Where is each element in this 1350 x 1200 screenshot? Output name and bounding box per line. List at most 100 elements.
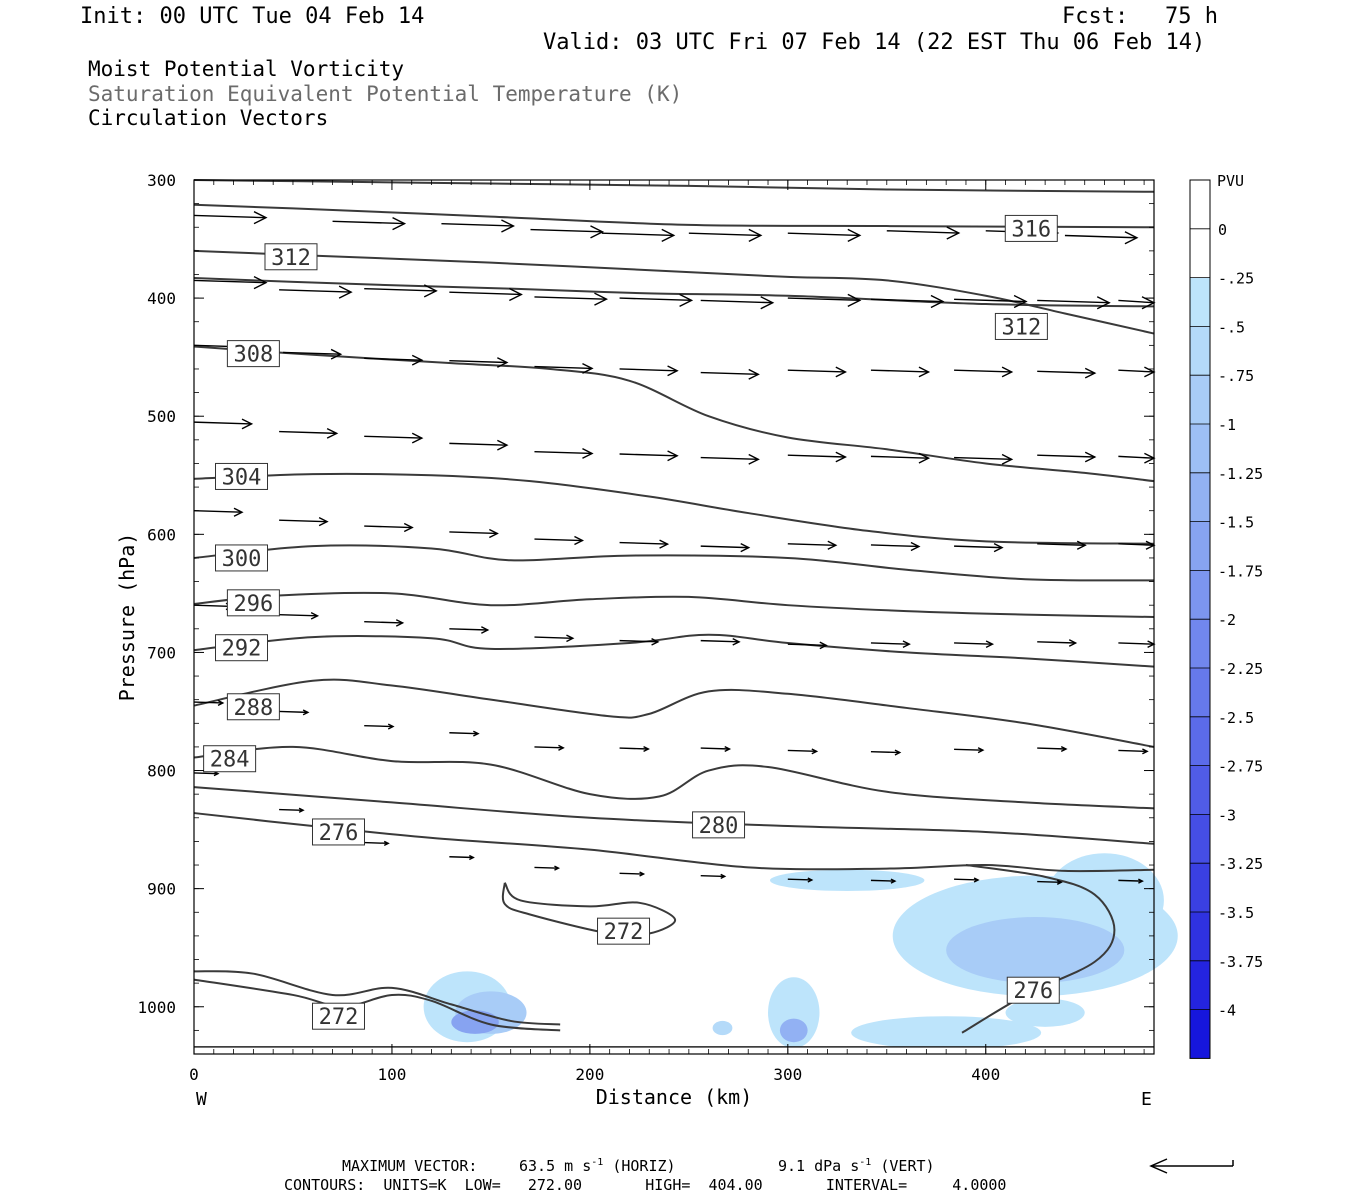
east-label: E (1141, 1089, 1152, 1110)
contour-308-4 (193, 345, 1155, 483)
contour-312-3 (193, 277, 1155, 308)
contour-292-8 (193, 633, 1155, 668)
y-tick-label-1: 400 (147, 289, 176, 308)
circulation-vector-61 (449, 626, 490, 634)
colorbar-label-4: -1 (1218, 416, 1236, 434)
y-tick-label-7: 1000 (137, 998, 176, 1017)
circulation-vector-77 (787, 748, 819, 755)
y-tick-label-6: 900 (147, 880, 176, 899)
contour-272-15 (193, 978, 561, 1032)
valid-time: Valid: 03 UTC Fri 07 Feb 14 (22 EST Thu … (543, 30, 1206, 55)
contour-label-9: 288 (234, 696, 274, 721)
circulation-vector-90 (870, 878, 897, 884)
max-vector-label: MAXIMUM VECTOR: (342, 1157, 478, 1175)
circulation-vector-63 (619, 637, 660, 646)
colorbar-unit: PVU (1217, 172, 1244, 190)
y-axis-label: Pressure (hPa) (115, 533, 139, 702)
circulation-vector-26 (534, 362, 594, 374)
contour-296-7 (193, 591, 1155, 618)
circulation-vector-25 (449, 357, 509, 368)
contour-272-13 (501, 882, 676, 937)
pv-region-7 (451, 1010, 499, 1034)
circulation-vector-64 (700, 637, 741, 646)
circulation-vector-5 (688, 228, 763, 243)
cross-section-chart: 316 312 312 308 304 300 296 292 288 284 280 276 272 2… (115, 171, 1263, 1110)
contour-label-box-11 (692, 811, 746, 839)
circulation-vector-0 (193, 211, 268, 225)
contour-info: CONTOURS: UNITS=K LOW= 272.00 HIGH= 404.… (284, 1176, 1007, 1194)
circulation-vector-56 (1037, 540, 1087, 550)
colorbar-swatch-6 (1190, 570, 1210, 620)
circulation-vector-89 (787, 877, 814, 883)
pv-region-10 (712, 1020, 733, 1036)
circulation-vector-82 (193, 771, 220, 777)
colorbar-swatch-7 (1190, 619, 1210, 668)
circulation-vector-48 (364, 522, 414, 533)
contour-label-2: 312 (271, 246, 311, 271)
colorbar-label-14: -3.5 (1218, 904, 1254, 922)
circulation-vector-72 (364, 723, 395, 730)
x-axis-label: Distance (km) (596, 1085, 753, 1109)
contour-label-8: 292 (222, 637, 262, 662)
colorbar-label-3: -.75 (1218, 367, 1254, 385)
circulation-vector-78 (870, 749, 902, 756)
circulation-vector-69 (1118, 640, 1156, 649)
circulation-vectors (193, 211, 1156, 885)
colorbar-swatch-8 (1190, 668, 1210, 717)
circulation-vector-46 (193, 507, 244, 517)
circulation-vector-86 (534, 865, 561, 871)
contour-label-box-9 (226, 693, 280, 721)
contour-label-box-10 (203, 745, 257, 773)
contour-label-box-2 (264, 243, 318, 271)
circulation-vector-3 (530, 225, 605, 239)
field-title-vectors: Circulation Vectors (88, 106, 329, 130)
circulation-vector-50 (534, 535, 585, 546)
contour-label-7: 296 (234, 592, 274, 617)
contour-label-box-1 (1004, 214, 1058, 242)
circulation-vector-34 (193, 418, 254, 430)
circulation-vector-60 (364, 619, 405, 627)
init-time: Init: 00 UTC Tue 04 Feb 14 (80, 4, 425, 29)
circulation-vector-36 (364, 432, 424, 444)
colorbar-swatch-1 (1190, 326, 1210, 376)
circulation-vector-79 (954, 747, 985, 754)
circulation-vector-4 (601, 228, 676, 243)
circulation-vector-27 (619, 365, 679, 377)
circulation-vector-45 (1118, 452, 1156, 464)
colorbar-swatch-14 (1190, 960, 1210, 1010)
max-horiz-value: 63.5 m s-1 (HORIZ) (519, 1157, 676, 1175)
circulation-vector-47 (279, 517, 329, 527)
field-title-mpv: Moist Potential Vorticity (88, 57, 405, 81)
colorbar-label-9: -2.25 (1218, 660, 1263, 678)
forecast-label: Fcst: (1062, 4, 1129, 29)
colorbar-swatch-11 (1190, 814, 1210, 864)
circulation-vector-75 (619, 745, 650, 753)
contour-label-3: 312 (1002, 315, 1042, 340)
circulation-vector-39 (619, 450, 679, 462)
circulation-vector-83 (279, 807, 305, 813)
colorbar-label-10: -2.5 (1218, 709, 1254, 727)
contour-label-box-3 (994, 312, 1048, 340)
circulation-vector-13 (449, 287, 523, 302)
circulation-vector-6 (787, 228, 862, 243)
plot-frame (193, 179, 1155, 1055)
circulation-vector-68 (1037, 639, 1078, 647)
circulation-vector-40 (700, 453, 760, 465)
circulation-vector-81 (1118, 748, 1149, 755)
circulation-vector-28 (700, 368, 760, 380)
contour-304-5 (193, 472, 1155, 545)
contour-labels: 316 312 312 308 304 300 296 292 288 284 280 276 272 2… (203, 214, 1060, 1030)
circulation-vector-35 (279, 427, 339, 439)
contour-label-4: 308 (234, 343, 274, 368)
circulation-vector-18 (870, 294, 945, 309)
circulation-vector-57 (1118, 540, 1156, 550)
colorbar-swatch-9 (1190, 716, 1210, 766)
circulation-vector-16 (700, 296, 775, 310)
circulation-vector-65 (787, 641, 828, 650)
colorbar-swatch-4 (1190, 472, 1210, 522)
contour-label-15: 272 (319, 1005, 359, 1030)
colorbar-swatch-3 (1190, 424, 1210, 473)
reference-vector (1149, 1158, 1234, 1174)
circulation-vector-41 (787, 451, 847, 463)
circulation-vector-12 (364, 284, 438, 298)
